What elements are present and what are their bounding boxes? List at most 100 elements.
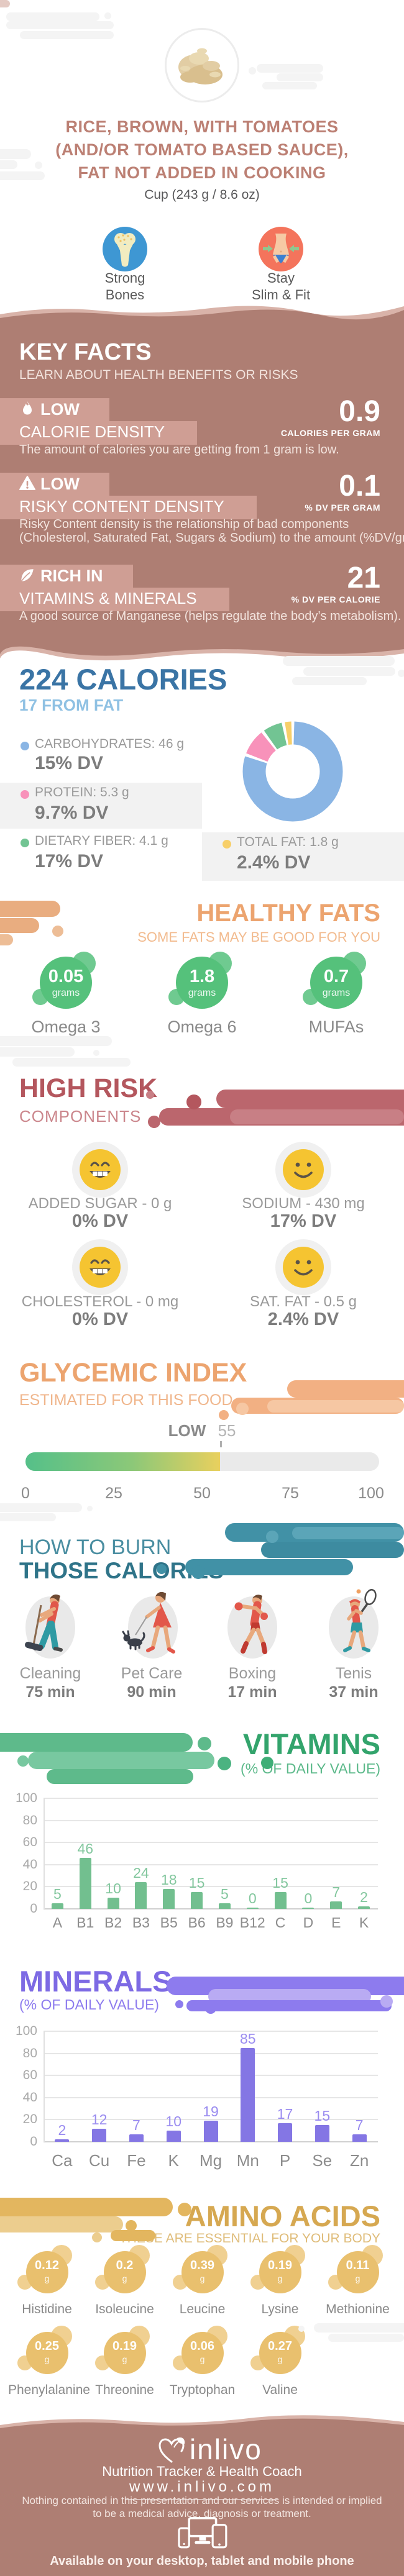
cloud-decoration [298,2326,305,2332]
website-link-wrap: www.inlivo.com [0,2478,404,2500]
benefit-label-line: Stay [267,270,295,286]
disclaimer-line1: Nothing contained in this presentation a… [22,2495,382,2506]
blob-decoration [185,1559,353,1575]
chart-value-label: 7 [355,2116,364,2133]
chart-ytick-label: 0 [30,1901,37,1916]
healthy-fat-blob: 0.7 grams [303,952,366,1009]
amino-acid-blob: 0.2 g [94,2245,150,2293]
chart-bar [278,2123,293,2142]
amino-acid-unit: g [44,2273,50,2283]
glycemic-slider[interactable] [25,1452,379,1471]
burn-title-line1: HOW TO BURN [19,1536,172,1559]
key-fact-level-badge: LOW [0,473,109,496]
legend-dv: 2.4% DV [237,852,311,873]
glycemic-index-subtitle: ESTIMATED FOR THIS FOOD [19,1391,233,1409]
legend-name: DIETARY FIBER: 4.1 g [35,834,168,848]
chart-ytick-label: 40 [22,2090,37,2105]
serving-size: Cup (243 g / 8.6 oz) [144,188,260,202]
corner-decoration [0,0,10,7]
amino-acid-value: 0.11 [346,2259,370,2272]
brand-name: inlivo [190,2433,262,2465]
blob-decoration [191,1565,205,1579]
strong-bones-icon [103,227,147,271]
chart-value-label: 85 [239,2030,256,2047]
blob-decoration [205,2003,216,2014]
chart-yaxis [44,2031,45,2142]
activity-minutes: 17 min [227,1683,277,1701]
healthy-fat-label: Omega 3 [31,1017,101,1036]
legend-color-dot [21,742,29,750]
chart-xtick-label: Ca [52,2151,73,2170]
amino-acid-blob: 0.39 g [172,2245,227,2293]
amino-acids-subtitle: THESE ARE ESSENTIAL FOR YOUR BODY [119,2231,380,2246]
chart-ytick-label: 100 [15,1791,37,1805]
chart-ytick-label: 100 [15,2024,37,2038]
amino-acid-item: 0.2 g Isoleucine [86,2245,163,2317]
chart-xtick-label: B9 [216,1914,234,1931]
key-fact-description: Risky Content density is the relationshi… [19,517,349,531]
healthy-fat-label: MUFAs [308,1017,364,1036]
availability-note: Available on your desktop, tablet and mo… [50,2554,354,2568]
inlivo-logo-icon [158,2437,185,2463]
blob-decoration [380,1995,393,2008]
amino-acid-blob: 0.06 g [172,2326,227,2374]
amino-acid-blob: 0.11 g [328,2245,383,2293]
amino-acid-value: 0.19 [112,2339,137,2353]
blob-decoration [0,934,13,945]
chart-gridline [44,1908,378,1909]
blob-decoration [178,2203,191,2216]
page-title-line3: FAT NOT ADDED IN COOKING [78,163,326,182]
glycemic-scale-label: 25 [105,1485,122,1502]
glycemic-slider-fill [25,1452,220,1471]
activity-illustration-tenis [323,1588,385,1662]
blob-decoration [126,2220,137,2231]
glycemic-level: LOW 55 [0,1421,404,1440]
chart-value-label: 15 [314,2108,331,2124]
healthy-fats-title: HEALTHY FATS [196,899,380,927]
cloud-decoration [328,2334,404,2342]
chart-xtick-label: C [275,1914,286,1931]
key-fact-name-badge: RISKY CONTENT DENSITY [0,496,257,519]
amino-acid-value: 0.25 [35,2339,59,2353]
amino-acid-name: Leucine [179,2302,226,2316]
chart-bar [51,1903,63,1909]
key-facts-title: KEY FACTS [19,339,152,365]
chart-gridline [44,2141,378,2142]
activity-illustration-boxing [221,1588,283,1662]
blob-main [176,957,228,1009]
amino-acid-name: Isoleucine [95,2302,154,2316]
amino-acid-value: 0.12 [35,2259,59,2272]
chart-xtick-label: B2 [104,1914,122,1931]
website-link[interactable]: www.inlivo.com [125,2478,279,2500]
activity-illustration-pet-care [121,1588,183,1662]
wave-divider-top [0,306,404,322]
key-fact-description: A good source of Manganese (helps regula… [19,609,402,623]
high-risk-label: SODIUM - 430 mg [242,1195,365,1212]
healthy-fat-blob: 0.05 grams [32,952,96,1009]
high-risk-label: CHOLESTEROL - 0 mg [21,1293,179,1310]
blob-decoration [266,1531,278,1543]
activity-minutes: 37 min [329,1683,379,1701]
amino-acid-value: 0.39 [190,2259,214,2272]
blob-decoration [287,1380,404,1398]
benefit-label-line: Bones [105,287,145,303]
glycemic-scale-label: 0 [21,1485,30,1502]
chart-xtick-label: B6 [188,1914,206,1931]
blob-main [336,2251,379,2293]
blob-decoration [219,1410,229,1420]
cloud-decoration [87,1506,93,1511]
rice-image [178,48,223,84]
blob-decoration [111,2230,155,2241]
blob-decoration [186,2000,392,2011]
chart-xtick-label: A [52,1914,63,1931]
chart-gridline [44,2031,378,2032]
key-fact-level-text: RICH IN [40,567,103,585]
flame-icon [19,401,35,417]
legend-row-band [0,783,202,829]
key-fact-value: 21 [347,562,380,594]
blob-decoration [0,918,39,933]
blob-decoration [28,1752,214,1769]
chart-value-label: 46 [77,1841,94,1857]
chart-xtick-label: B3 [132,1914,150,1931]
